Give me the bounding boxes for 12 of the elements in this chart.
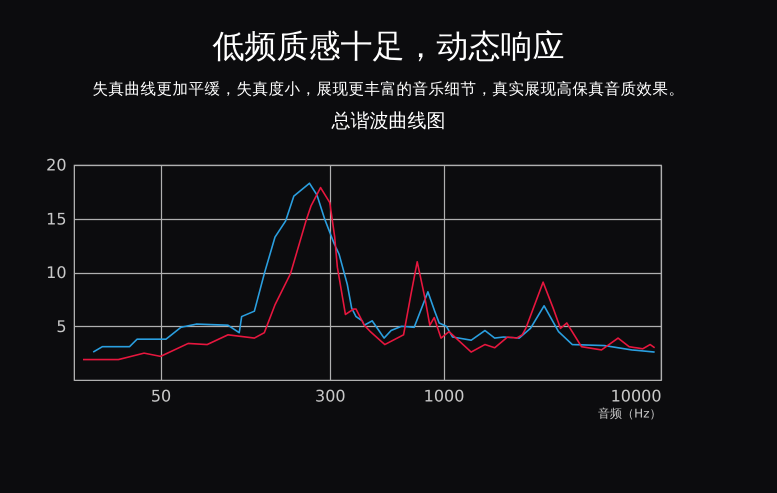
x-tick-label: 10000 [610,386,662,406]
x-tick-label: 50 [150,386,172,406]
x-tick-label: 1000 [424,386,464,406]
x-tick-label: 300 [315,386,346,406]
y-tick-label: 5 [56,316,66,336]
x-axis-title: 音频（Hz） [598,406,662,420]
chart-title: 低频质感十足，动态响应 [212,26,566,66]
chart-subtitle: 失真曲线更加平缓，失真度小，展现更丰富的音乐细节，真实展现高保真音质效果。 [92,79,686,100]
y-tick-label: 15 [46,209,66,228]
text: 总谐波曲线图 [330,109,446,134]
y-tick-label: 10 [46,263,66,282]
y-tick-label: 20 [46,156,66,174]
